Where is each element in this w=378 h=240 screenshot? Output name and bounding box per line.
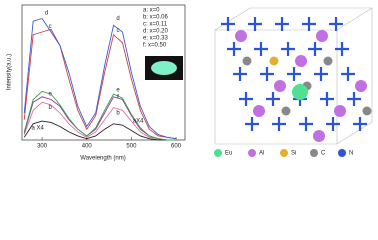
legend-entry: a: x=0 xyxy=(143,8,160,14)
bond xyxy=(248,17,262,31)
bond xyxy=(260,67,274,81)
bond xyxy=(314,67,328,81)
curve-label: a X4 xyxy=(31,125,44,131)
bond xyxy=(254,42,268,56)
bond xyxy=(233,67,247,81)
curve-label: e xyxy=(48,92,52,98)
curve-label: d xyxy=(45,11,48,17)
atom xyxy=(274,80,286,92)
bond xyxy=(272,117,286,131)
curve-label: b xyxy=(116,111,120,117)
x-tick-label: 500 xyxy=(126,144,137,150)
atom xyxy=(295,55,307,67)
bond xyxy=(329,17,343,31)
curve-label: c xyxy=(49,24,52,30)
legend-label: C xyxy=(321,151,326,157)
legend-label: Si xyxy=(291,151,296,157)
figure: Wavelength (nm) Intensity(a.u.) 300 400 50… xyxy=(7,4,373,162)
atom xyxy=(292,84,308,100)
legend-entry: f: x=0.50 xyxy=(143,43,167,49)
bond xyxy=(227,42,241,56)
legend-swatch xyxy=(310,149,318,157)
atom xyxy=(334,105,346,117)
curve-label: e xyxy=(116,88,120,94)
bond xyxy=(335,42,349,56)
atom xyxy=(362,106,372,116)
legend-swatch xyxy=(248,149,256,157)
y-axis-label: Intensity(a.u.) xyxy=(7,54,13,90)
atom xyxy=(313,130,325,142)
atom xyxy=(235,30,247,42)
x-tick-label: 400 xyxy=(82,144,93,150)
x-tick-label: 600 xyxy=(171,144,182,150)
legend-entry: b: x=0.06 xyxy=(143,15,169,21)
atom xyxy=(323,56,333,66)
x-axis-label: Wavelength (nm) xyxy=(80,156,125,162)
x-tick-label: 300 xyxy=(37,144,48,150)
photo-glow xyxy=(151,61,177,75)
bond xyxy=(266,92,280,106)
series-line xyxy=(23,90,177,141)
bond xyxy=(347,92,361,106)
legend-entry: c: x=0.11 xyxy=(143,22,168,28)
bond xyxy=(302,17,316,31)
curve-label: f xyxy=(117,94,119,100)
curve-label: b xyxy=(48,105,52,111)
bond xyxy=(287,67,301,81)
plot-frame xyxy=(21,4,186,141)
series-line xyxy=(23,17,177,140)
series-line xyxy=(23,101,177,141)
atom xyxy=(269,56,279,66)
bond xyxy=(341,67,355,81)
crystal-structure xyxy=(214,7,373,145)
curve-label: aX4 xyxy=(133,119,144,125)
legend-label: Al xyxy=(259,151,264,157)
curve-label: c xyxy=(117,28,120,34)
legend-entry: d: x=0.20 xyxy=(143,29,169,35)
legend-swatch xyxy=(214,149,222,157)
bond xyxy=(320,92,334,106)
bond xyxy=(281,42,295,56)
bond xyxy=(275,17,289,31)
atom xyxy=(355,80,367,92)
bond xyxy=(245,117,259,131)
atom xyxy=(281,106,291,116)
curve-label: d xyxy=(116,16,119,22)
series-line xyxy=(23,120,177,141)
bond xyxy=(353,117,367,131)
bond xyxy=(239,92,253,106)
atom xyxy=(242,56,252,66)
bond xyxy=(308,42,322,56)
legend-label: Eu xyxy=(225,151,232,157)
bond xyxy=(221,17,235,31)
atom xyxy=(253,105,265,117)
legend-swatch xyxy=(280,149,288,157)
bond xyxy=(299,117,313,131)
legend-swatch xyxy=(338,149,346,157)
legend-label: N xyxy=(349,151,353,157)
legend-entry: e: x=0.33 xyxy=(143,36,169,42)
atom xyxy=(316,30,328,42)
bond xyxy=(326,117,340,131)
